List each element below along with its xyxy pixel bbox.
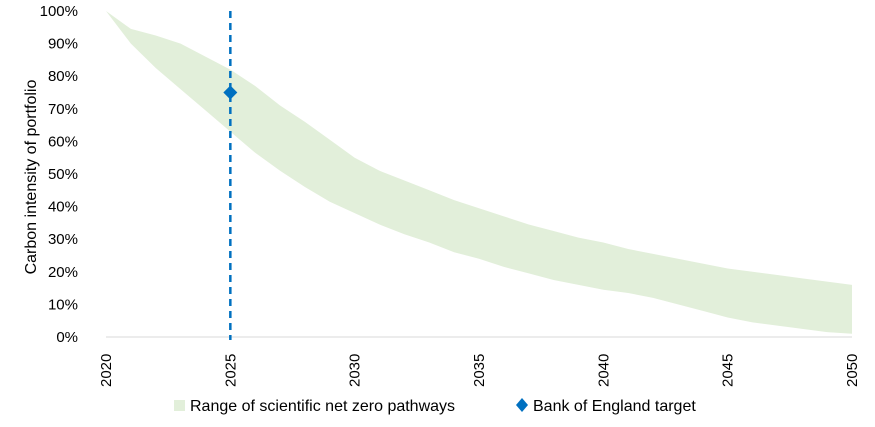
y-tick-label: 20% bbox=[48, 264, 78, 281]
x-tick-label: 2050 bbox=[844, 354, 861, 387]
legend-swatch-range bbox=[174, 400, 185, 411]
x-tick-label: 2040 bbox=[595, 354, 612, 387]
y-tick-label: 30% bbox=[48, 231, 78, 248]
x-tick-label: 2025 bbox=[222, 354, 239, 387]
y-tick-label: 10% bbox=[48, 296, 78, 313]
x-tick-label: 2020 bbox=[98, 354, 115, 387]
y-axis-label: Carbon intensity of portfolio bbox=[23, 80, 40, 275]
y-tick-label: 90% bbox=[48, 36, 78, 53]
x-tick-label: 2030 bbox=[347, 354, 364, 387]
y-tick-label: 50% bbox=[48, 166, 78, 183]
legend-label-target: Bank of England target bbox=[533, 398, 696, 415]
legend-label-range: Range of scientific net zero pathways bbox=[190, 398, 455, 415]
range-band bbox=[106, 11, 852, 334]
y-tick-label: 60% bbox=[48, 133, 78, 150]
y-tick-label: 80% bbox=[48, 68, 78, 85]
legend-diamond-icon bbox=[516, 398, 528, 412]
y-tick-label: 100% bbox=[40, 3, 78, 20]
x-tick-label: 2045 bbox=[720, 354, 737, 387]
y-tick-label: 0% bbox=[56, 329, 78, 346]
y-tick-label: 70% bbox=[48, 101, 78, 118]
target-marker bbox=[223, 85, 238, 100]
legend: Range of scientific net zero pathways Ba… bbox=[174, 398, 696, 415]
x-tick-label: 2035 bbox=[471, 354, 488, 387]
y-tick-label: 40% bbox=[48, 199, 78, 216]
